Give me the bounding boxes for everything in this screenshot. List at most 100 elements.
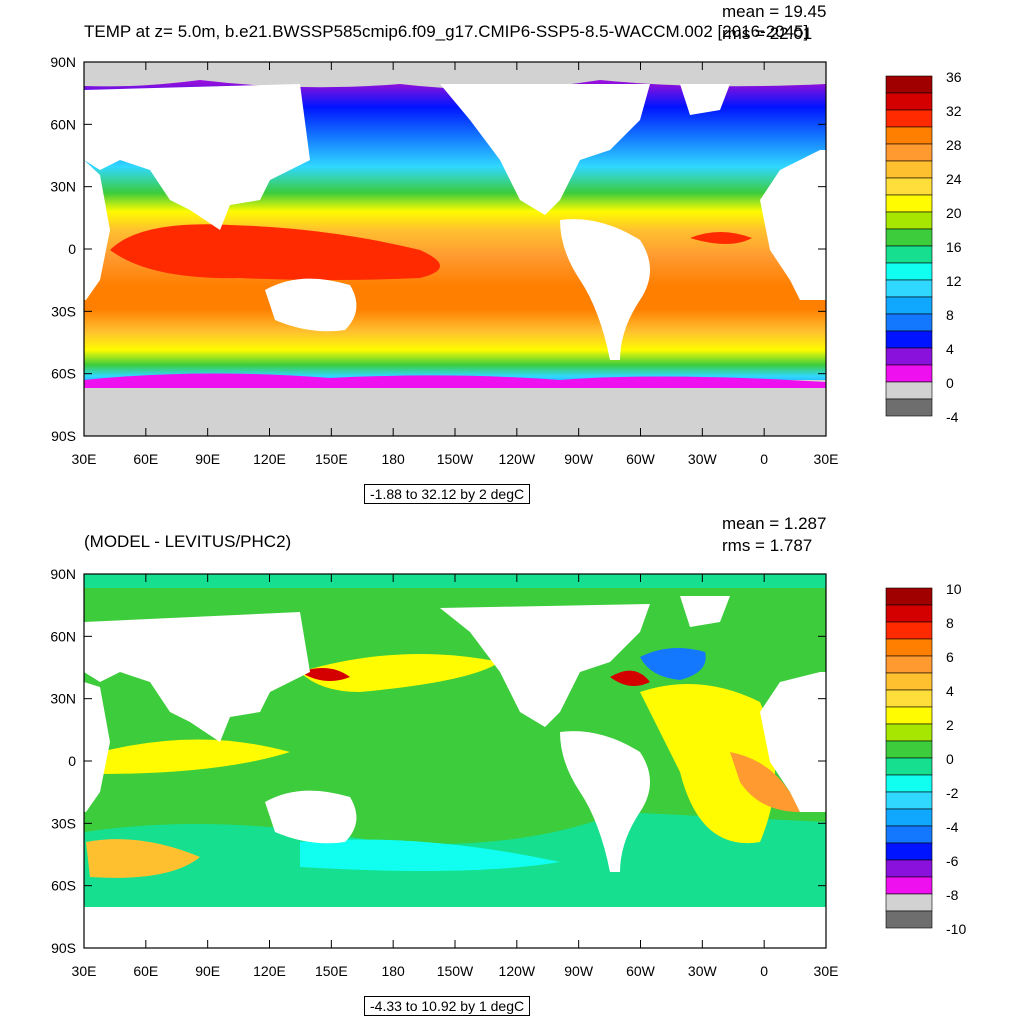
bottom-lon-label: 90E <box>195 963 220 979</box>
bottom-lat-label: 60N <box>50 628 76 644</box>
top-colorbar-label: -4 <box>946 409 959 425</box>
top-atlantic-warm <box>690 232 752 244</box>
bottom-map: 90N 60N 30N 0 30S 60S 90S 30E 60E 90E 120E 150E 180 1… <box>50 566 966 979</box>
bottom-lat-label: 30S <box>51 815 76 831</box>
bottom-colorbar-swatch <box>885 808 933 827</box>
top-title: TEMP at z= 5.0m, b.e21.BWSSP585cmip6.f09… <box>84 22 809 41</box>
top-colorbar-label: 16 <box>946 239 962 255</box>
top-colorbar-swatch <box>885 313 933 332</box>
top-lon-label: 150E <box>315 451 348 467</box>
bottom-yellow-band-tropic <box>100 739 290 774</box>
top-colorbar-swatch <box>885 143 933 162</box>
bottom-lon-label: 30E <box>814 963 839 979</box>
top-lon-label: 90W <box>564 451 594 467</box>
bottom-lat-label: 90S <box>51 940 76 956</box>
top-range-box: -1.88 to 32.12 by 2 degC <box>364 484 531 504</box>
top-colorbar-swatch <box>885 330 933 349</box>
bottom-colorbar-swatch <box>885 876 933 895</box>
bottom-colorbar-swatch <box>885 655 933 674</box>
top-warm-pool <box>110 224 440 280</box>
top-lon-label: 30E <box>72 451 97 467</box>
bottom-colorbar-swatch <box>885 859 933 878</box>
bottom-colorbar-swatch <box>885 689 933 708</box>
bottom-colorbar-swatch <box>885 757 933 776</box>
bottom-lat-label: 0 <box>68 753 76 769</box>
bottom-colorbar-label: -6 <box>946 853 959 869</box>
top-lat-label: 0 <box>68 241 76 257</box>
bottom-cold-spot <box>640 648 706 680</box>
bottom-lon-label: 150W <box>437 963 474 979</box>
top-colorbar-label: 28 <box>946 137 962 153</box>
top-colorbar-swatch <box>885 279 933 298</box>
top-colorbar-label: 36 <box>946 69 962 85</box>
top-lon-label: 60W <box>626 451 656 467</box>
top-colorbar-swatch <box>885 126 933 145</box>
top-range-label: -1.88 to 32.12 by 2 degC <box>370 486 525 502</box>
bottom-lon-label: 120E <box>253 963 286 979</box>
top-lat-label: 60S <box>51 366 76 382</box>
bottom-colorbar-swatch <box>885 604 933 623</box>
bottom-colorbar-swatch <box>885 791 933 810</box>
top-colorbar-label: 24 <box>946 171 962 187</box>
top-colorbar-swatch <box>885 194 933 213</box>
top-lon-label: 30W <box>688 451 718 467</box>
top-colorbar-label: 8 <box>946 307 954 323</box>
top-mean-label: mean = 19.45 <box>722 2 827 21</box>
top-lat-label: 60N <box>50 116 76 132</box>
top-lon-label: 60E <box>133 451 158 467</box>
bottom-colorbar-label: 8 <box>946 615 954 631</box>
top-colorbar-swatch <box>885 211 933 230</box>
top-colorbar-label: 20 <box>946 205 962 221</box>
bottom-colorbar-label: 4 <box>946 683 954 699</box>
bottom-colorbar-label: -8 <box>946 887 959 903</box>
bottom-lon-label: 90W <box>564 963 594 979</box>
bottom-colorbar-label: 10 <box>946 581 962 597</box>
bottom-yellow-band-north <box>300 654 500 692</box>
top-land <box>84 84 826 360</box>
top-lon-label: 150W <box>437 451 474 467</box>
bottom-range-box: -4.33 to 10.92 by 1 degC <box>364 996 531 1016</box>
top-rms-label: rms = 22.01 <box>722 24 813 43</box>
top-colorbar-swatch <box>885 160 933 179</box>
bottom-lon-label: 60W <box>626 963 656 979</box>
top-lon-label: 90E <box>195 451 220 467</box>
bottom-colorbar-swatch <box>885 774 933 793</box>
top-panel: TEMP at z= 5.0m, b.e21.BWSSP585cmip6.f09… <box>50 2 962 504</box>
bottom-title: (MODEL - LEVITUS/PHC2) <box>84 532 292 551</box>
top-lon-label: 120W <box>499 451 536 467</box>
top-colorbar-label: 4 <box>946 341 954 357</box>
bottom-mean-label: mean = 1.287 <box>722 514 827 533</box>
bottom-colorbar-swatch <box>885 723 933 742</box>
bottom-lat-label: 60S <box>51 878 76 894</box>
top-colorbar-swatch <box>885 109 933 128</box>
bottom-colorbar-label: 2 <box>946 717 954 733</box>
top-colorbar-swatch <box>885 296 933 315</box>
bottom-colorbar-label: -2 <box>946 785 959 801</box>
top-colorbar-swatch <box>885 364 933 383</box>
bottom-lon-label: 30W <box>688 963 718 979</box>
bottom-lon-label: 120W <box>499 963 536 979</box>
top-map: 90N 60N 30N 0 30S 60S 90S 30E 60E 90E 120E 150E 180 1… <box>50 54 962 467</box>
top-colorbar-swatch <box>885 381 933 400</box>
top-lat-label: 30N <box>50 179 76 195</box>
bottom-colorbar-label: 0 <box>946 751 954 767</box>
bottom-colorbar-label: 6 <box>946 649 954 665</box>
bottom-colorbar-label: -4 <box>946 819 959 835</box>
top-lon-label: 180 <box>381 451 405 467</box>
bottom-lon-label: 180 <box>381 963 405 979</box>
top-colorbar-swatch <box>885 177 933 196</box>
bottom-land <box>84 596 826 872</box>
bottom-colorbar-swatch <box>885 587 933 606</box>
bottom-colorbar-swatch <box>885 910 933 929</box>
bottom-colorbar-swatch <box>885 621 933 640</box>
top-lat-label: 90N <box>50 54 76 70</box>
bottom-colorbar-swatch <box>885 842 933 861</box>
bottom-lat-label: 90N <box>50 566 76 582</box>
top-colorbar-label: 32 <box>946 103 962 119</box>
top-colorbar-swatch <box>885 228 933 247</box>
bottom-lon-label: 60E <box>133 963 158 979</box>
top-colorbar-label: 0 <box>946 375 954 391</box>
top-colorbar-label: 12 <box>946 273 962 289</box>
top-colorbar-swatch <box>885 347 933 366</box>
top-colorbar-swatch <box>885 92 933 111</box>
